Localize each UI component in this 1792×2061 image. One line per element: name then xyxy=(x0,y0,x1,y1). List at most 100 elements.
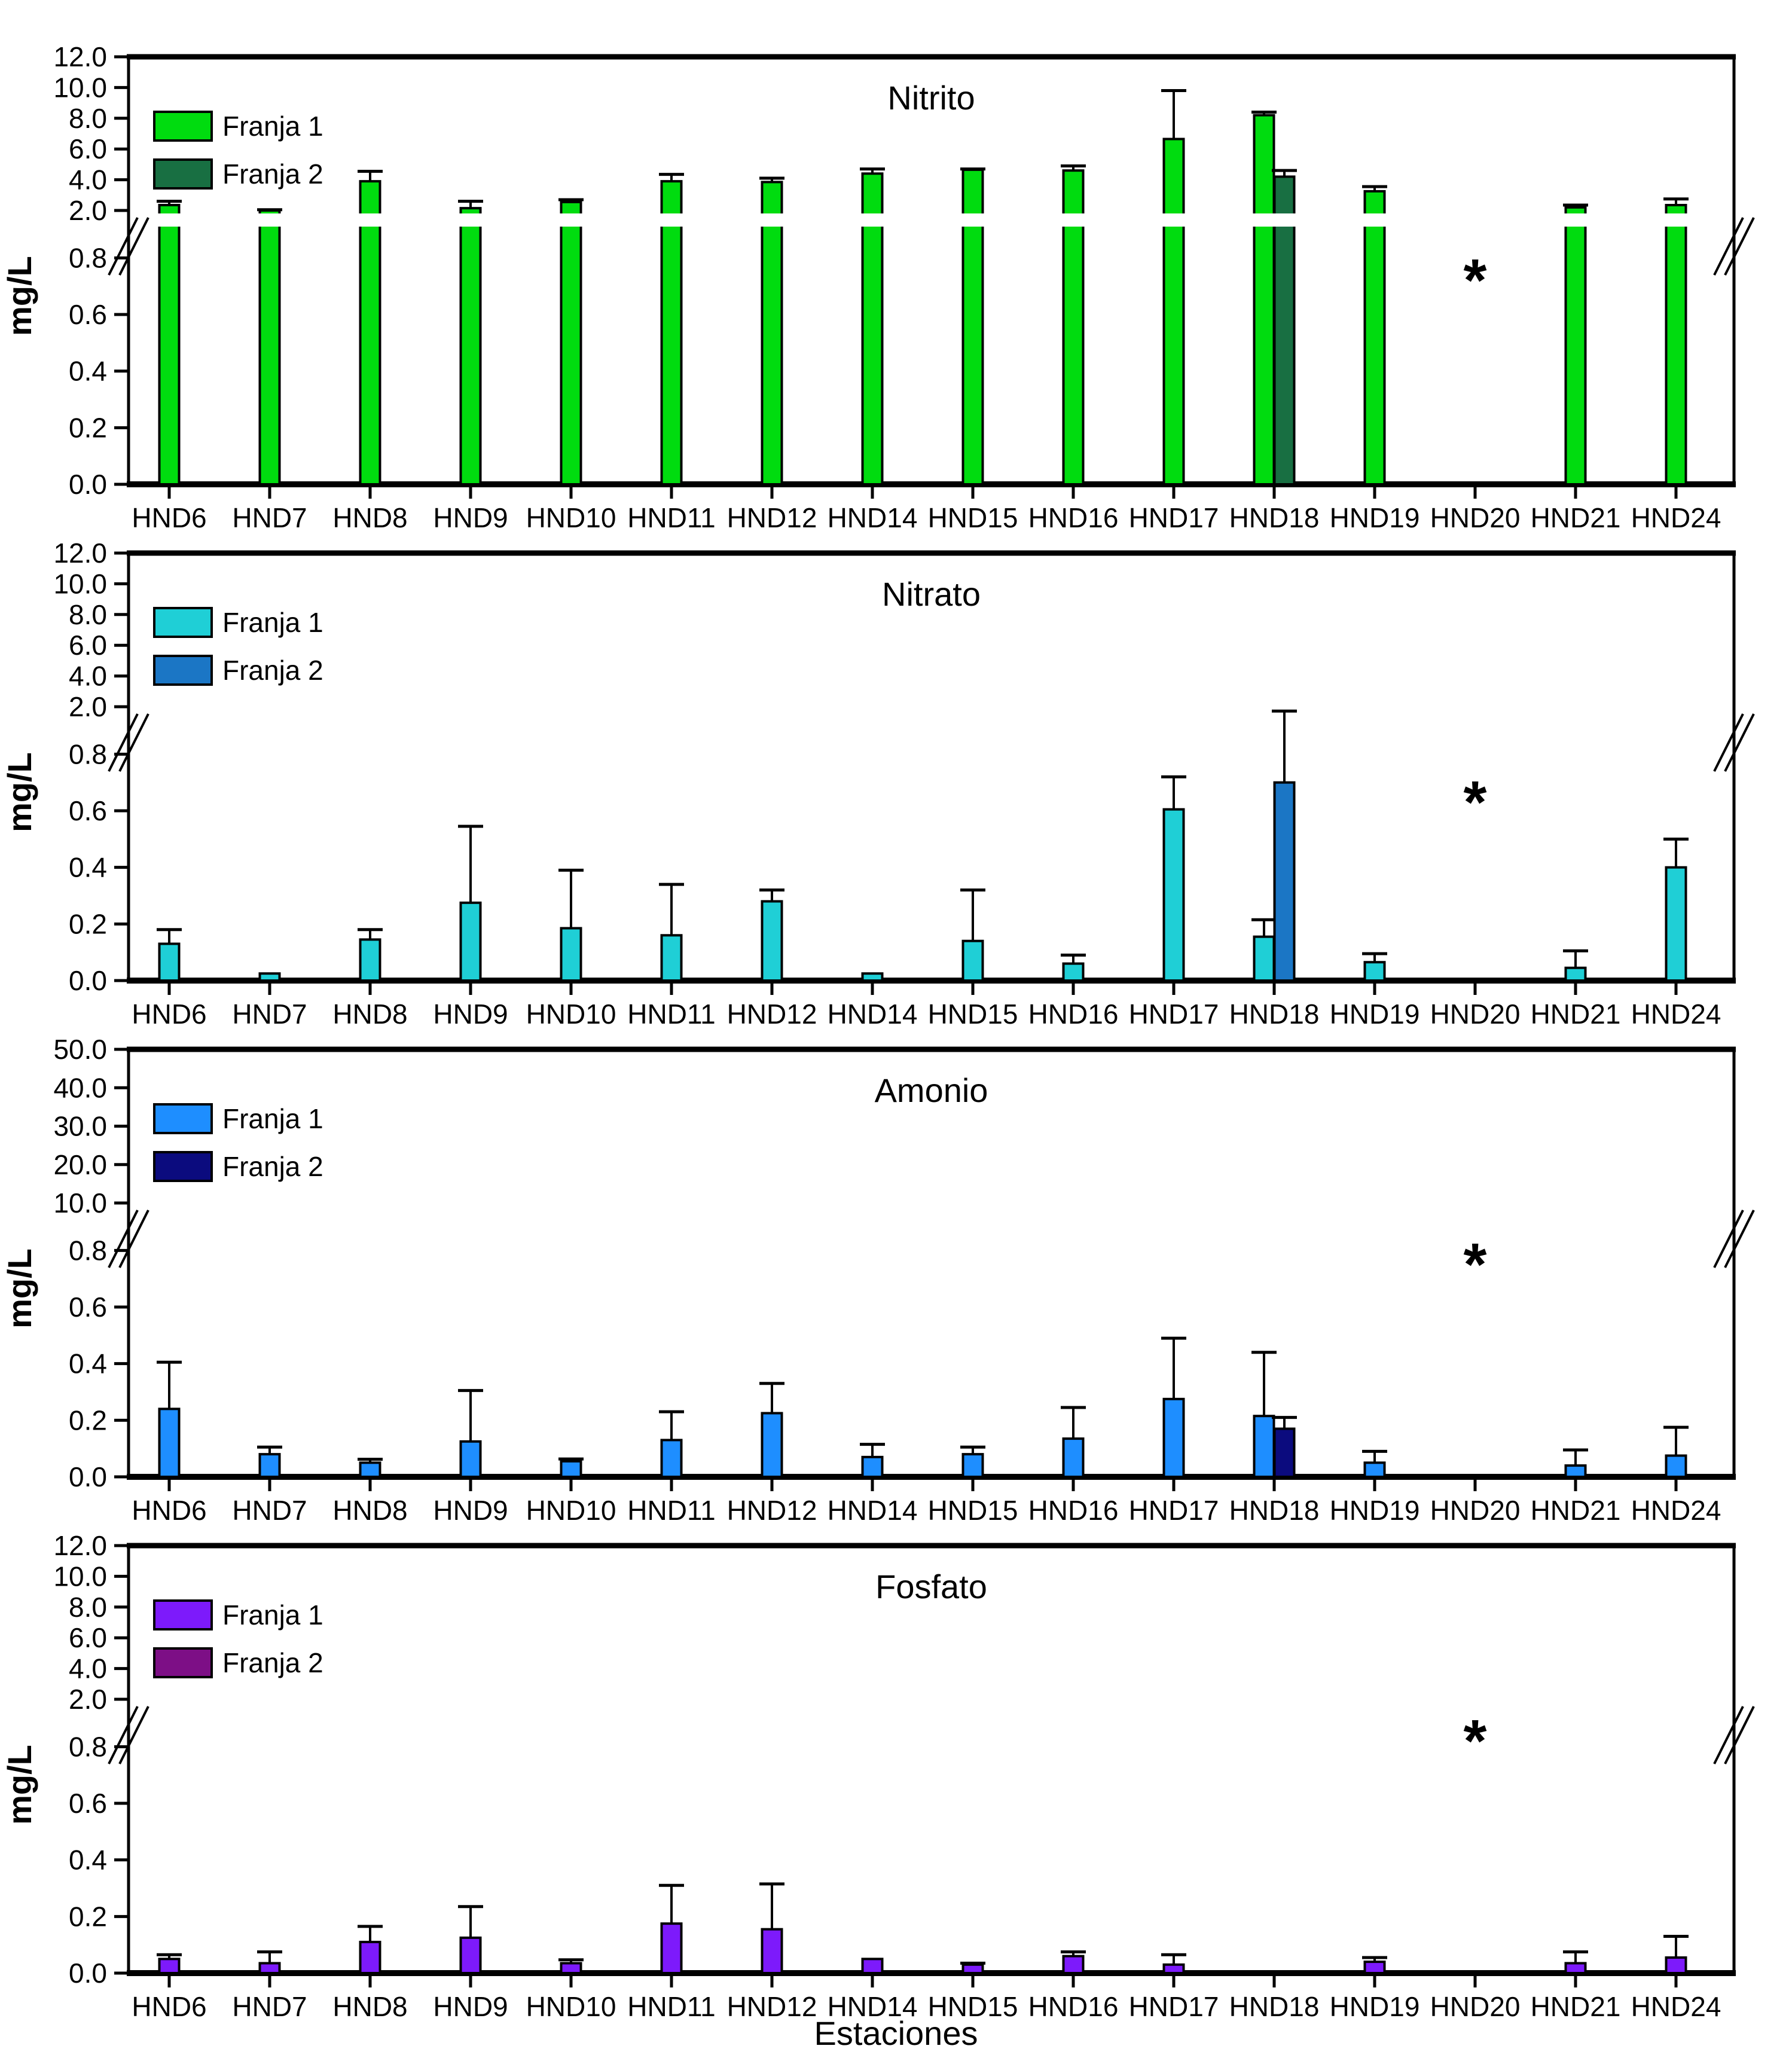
y-tick-label: 0.2 xyxy=(69,1404,107,1436)
bar-break-gap xyxy=(1363,213,1387,227)
axis-break-mark xyxy=(1713,1210,1744,1268)
bar xyxy=(660,180,683,486)
x-category-label: HND6 xyxy=(132,1991,206,2022)
x-category-label: HND7 xyxy=(232,999,307,1030)
x-category-label: HND21 xyxy=(1531,999,1621,1030)
x-category-label: HND16 xyxy=(1028,1495,1119,1526)
bar xyxy=(560,200,582,486)
x-category-label: HND11 xyxy=(627,1495,715,1526)
axis-break-mark xyxy=(108,1210,139,1268)
bar xyxy=(660,1439,683,1478)
bar xyxy=(560,927,582,982)
bar xyxy=(761,900,783,982)
bar xyxy=(1062,1955,1085,1975)
x-category-label: HND6 xyxy=(132,502,206,533)
x-category-label: HND12 xyxy=(727,502,817,533)
legend-swatch xyxy=(153,607,213,638)
x-category-label: HND21 xyxy=(1531,1495,1621,1526)
legend-label: Franja 1 xyxy=(222,111,323,142)
no-data-asterisk: * xyxy=(1464,1231,1487,1298)
bar xyxy=(258,209,281,486)
legend-label: Franja 1 xyxy=(222,1599,323,1631)
bar xyxy=(961,1963,984,1975)
axis-break-mark xyxy=(118,713,149,772)
y-tick-label: 20.0 xyxy=(53,1149,107,1180)
y-tick-label: 4.0 xyxy=(69,164,107,196)
y-tick-label: 4.0 xyxy=(69,661,107,692)
axis-break-mark xyxy=(118,1210,149,1268)
y-tick-label: 0.8 xyxy=(69,738,107,770)
axis-break-mark xyxy=(1724,1706,1755,1764)
axis-break-mark xyxy=(1713,713,1744,772)
x-axis-title: Estaciones xyxy=(814,2014,978,2052)
bar xyxy=(158,204,181,486)
bar-break-gap xyxy=(1061,213,1085,227)
panel-amonio: 50.0 40.0 30.0 20.0 10.0 0.8 0.6 0.4 0.2 0.0 HND6 H… xyxy=(1,1034,1755,1526)
y-tick-label: 0.0 xyxy=(69,1461,107,1492)
axis-break-mark xyxy=(118,217,149,276)
panel-fosfato: 12.010.08.06.04.02.0 0.8 0.6 0.4 0.2 0.0 HND6 H… xyxy=(1,1530,1755,2022)
x-category-label: HND24 xyxy=(1631,999,1721,1030)
x-category-label: HND18 xyxy=(1229,1991,1320,2022)
x-category-label: HND11 xyxy=(627,999,715,1030)
bar xyxy=(560,1460,582,1478)
axis-break-mark xyxy=(1713,1706,1744,1764)
x-category-label: HND24 xyxy=(1631,1991,1721,2022)
bar xyxy=(1162,1397,1185,1478)
bar-break-gap xyxy=(961,213,985,227)
y-tick-label: 0.6 xyxy=(69,795,107,826)
y-tick-label: 0.8 xyxy=(69,242,107,273)
bar xyxy=(359,938,381,982)
bar xyxy=(459,1936,482,1974)
legend-swatch xyxy=(153,111,213,142)
axis-break-mark xyxy=(108,1706,139,1764)
x-category-label: HND21 xyxy=(1531,502,1621,533)
bar xyxy=(1253,1415,1275,1479)
x-category-label: HND17 xyxy=(1129,502,1219,533)
bar xyxy=(861,972,884,982)
x-category-label: HND10 xyxy=(526,1495,616,1526)
x-category-label: HND14 xyxy=(828,999,918,1030)
bar xyxy=(861,1958,884,1974)
bar xyxy=(1363,1461,1386,1478)
bar-break-gap xyxy=(258,213,282,227)
bar xyxy=(1162,1963,1185,1975)
x-category-label: HND7 xyxy=(232,1495,307,1526)
bar xyxy=(359,180,381,486)
x-category-label: HND16 xyxy=(1028,999,1119,1030)
panel-title: Nitrito xyxy=(887,79,975,117)
bar xyxy=(1253,114,1275,486)
bar xyxy=(1162,808,1185,982)
panel-title: Fosfato xyxy=(875,1568,987,1605)
no-data-asterisk: * xyxy=(1464,1708,1487,1775)
bar xyxy=(1665,1454,1687,1478)
y-tick-label: 12.0 xyxy=(53,41,107,72)
y-tick-label: 6.0 xyxy=(69,1622,107,1653)
axis-break-mark xyxy=(1724,1210,1755,1268)
legend-swatch xyxy=(153,158,213,190)
legend-label: Franja 2 xyxy=(222,1647,323,1678)
y-tick-label: 2.0 xyxy=(69,1684,107,1715)
x-category-label: HND21 xyxy=(1531,1991,1621,2022)
bar xyxy=(258,1962,281,1975)
y-axis-label: mg/L xyxy=(1,1248,38,1329)
legend-swatch xyxy=(153,1103,213,1134)
x-category-label: HND10 xyxy=(526,502,616,533)
y-tick-label: 30.0 xyxy=(53,1111,107,1142)
y-tick-label: 6.0 xyxy=(69,630,107,661)
x-category-label: HND10 xyxy=(526,999,616,1030)
y-tick-label: 0.4 xyxy=(69,1348,107,1379)
y-tick-label: 0.8 xyxy=(69,1235,107,1266)
x-category-label: HND10 xyxy=(526,1991,616,2022)
x-category-label: HND17 xyxy=(1129,1991,1219,2022)
bar xyxy=(1363,190,1386,486)
x-category-label: HND12 xyxy=(727,1495,817,1526)
x-category-label: HND7 xyxy=(232,1991,307,2022)
bar xyxy=(1363,961,1386,982)
bar xyxy=(761,1928,783,1974)
bar xyxy=(459,1440,482,1478)
bar xyxy=(1062,962,1085,982)
y-tick-label: 10.0 xyxy=(53,568,107,599)
